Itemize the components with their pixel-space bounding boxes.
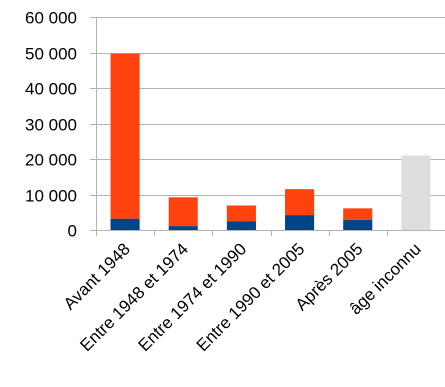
y-tick-label: 0 bbox=[68, 222, 77, 241]
bar-segment bbox=[343, 219, 373, 230]
x-tick-label: Entre 1990 et 2005 bbox=[193, 239, 309, 355]
y-tick-label: 40 000 bbox=[25, 80, 77, 99]
y-tick-label: 50 000 bbox=[25, 45, 77, 64]
x-tick-label: Entre 1948 et 1974 bbox=[76, 239, 192, 355]
bar-segment bbox=[285, 215, 315, 230]
bar-segment bbox=[110, 218, 140, 230]
x-tick-label: Entre 1974 et 1990 bbox=[135, 239, 251, 355]
bar-segment bbox=[226, 221, 256, 230]
bar-segment bbox=[401, 155, 431, 230]
bar-segment bbox=[226, 205, 256, 222]
bar-segment bbox=[168, 226, 198, 230]
y-tick-label: 20 000 bbox=[25, 151, 77, 170]
bar-segment bbox=[168, 197, 198, 227]
bar-segment bbox=[343, 208, 373, 220]
y-tick-label: 60 000 bbox=[25, 9, 77, 28]
y-tick-label: 10 000 bbox=[25, 187, 77, 206]
bar-segment bbox=[285, 189, 315, 216]
bar-segment bbox=[110, 53, 140, 219]
y-tick-label: 30 000 bbox=[25, 116, 77, 135]
